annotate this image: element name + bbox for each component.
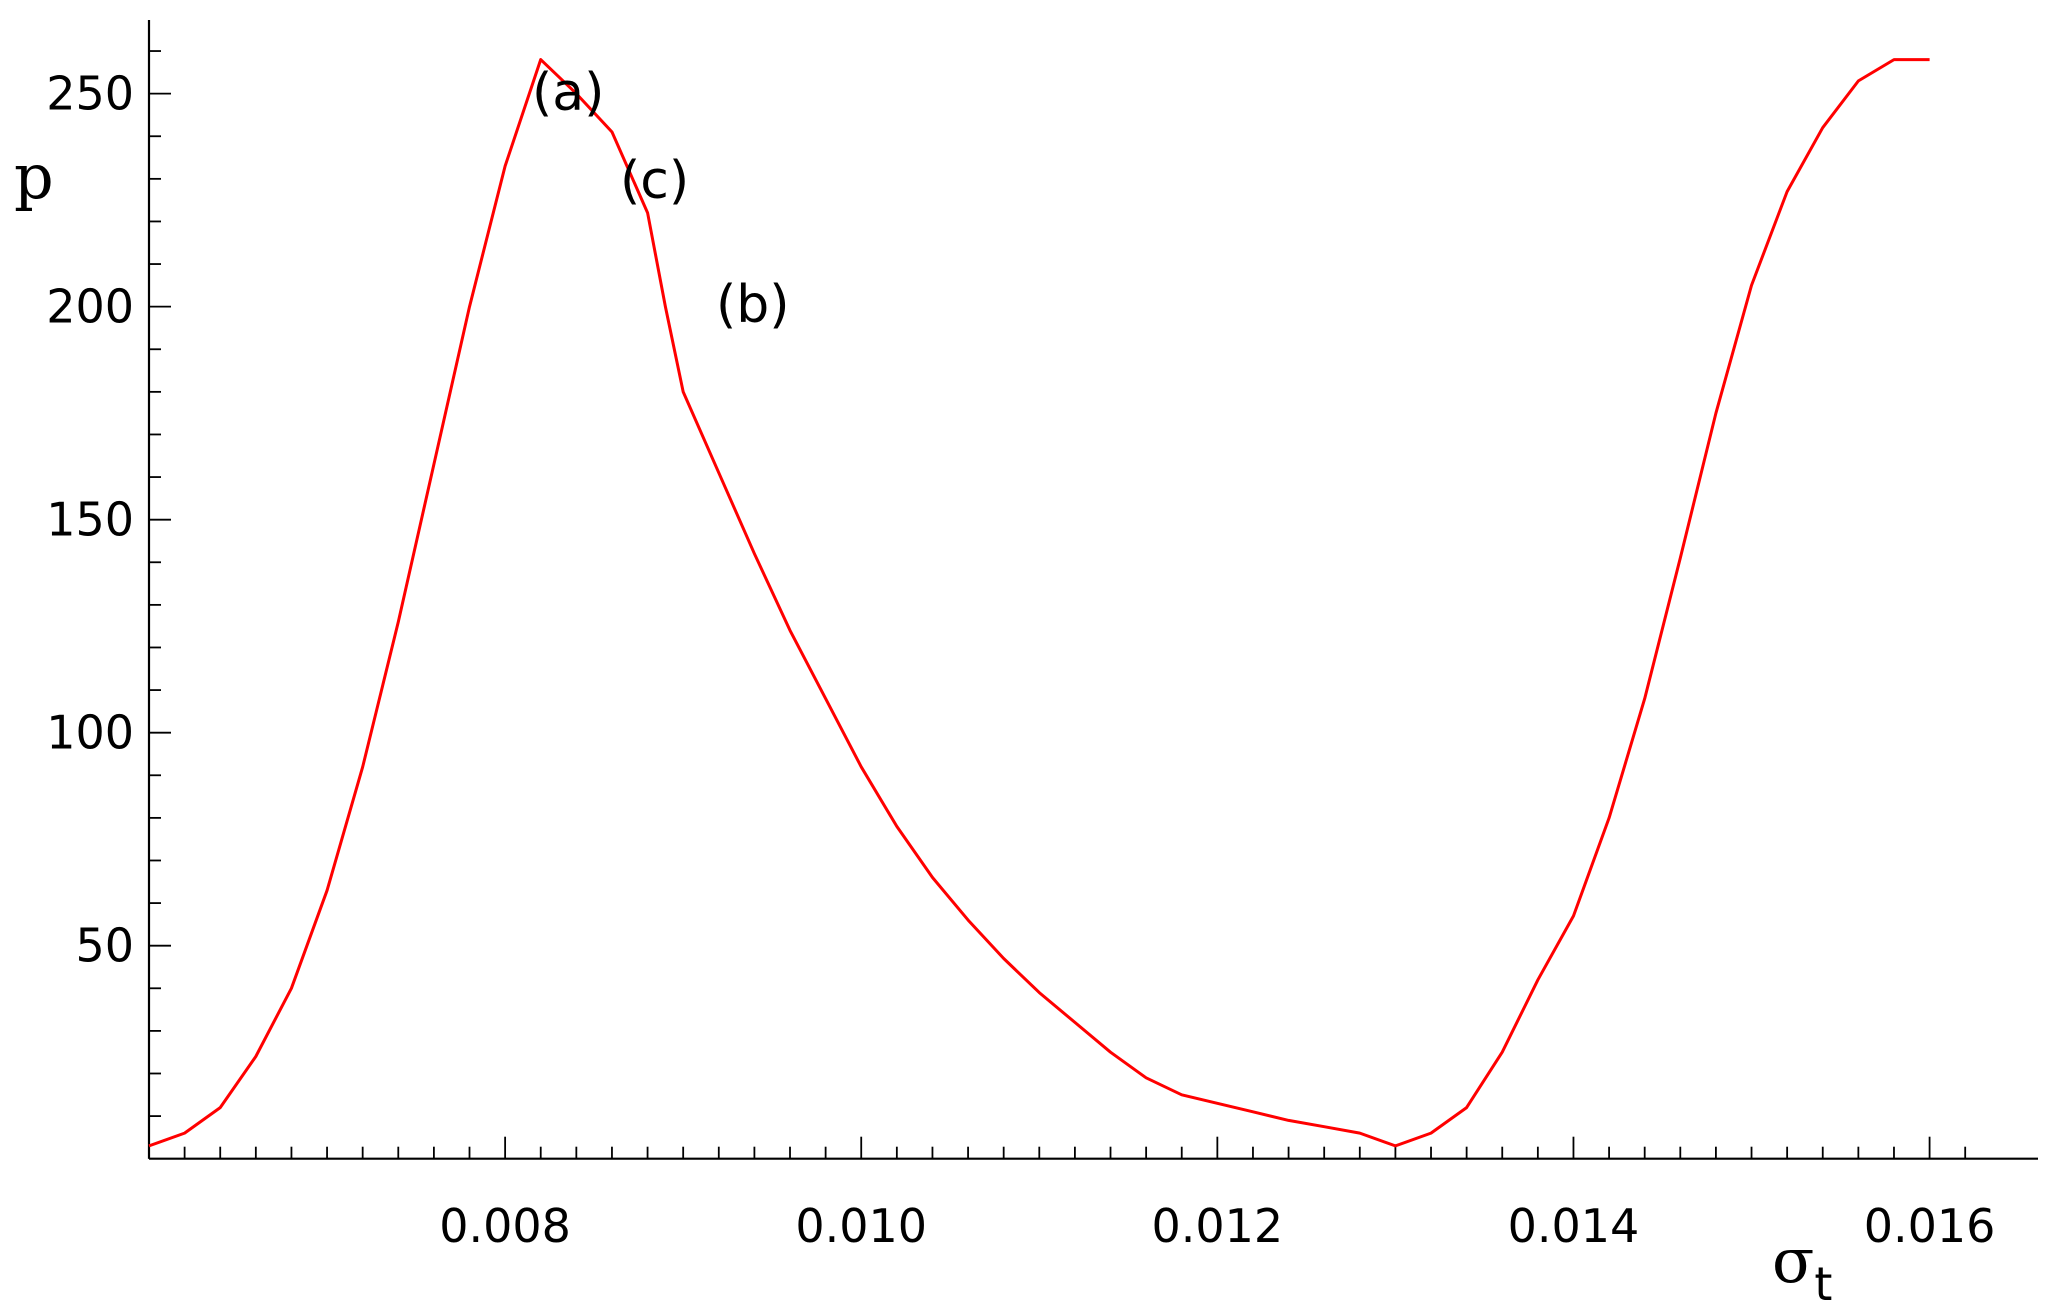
axes: 0.008 0.010 0.012 0.014 0.016 50 100 150 200 250 bbox=[46, 20, 2038, 1253]
curve-label-a: (a) bbox=[532, 63, 604, 123]
curve-label-b: (b) bbox=[716, 275, 790, 335]
x-tick-label: 0.010 bbox=[795, 1199, 927, 1253]
series-line-a bbox=[148, 58, 1930, 1148]
x-axis-label: σt bbox=[1772, 1224, 1832, 1300]
y-tick-label: 100 bbox=[46, 706, 134, 760]
curve-label-c: (c) bbox=[620, 151, 689, 211]
y-tick-label: 250 bbox=[46, 67, 134, 121]
series-lines bbox=[148, 58, 1930, 1148]
x-axis-label-sub: t bbox=[1814, 1257, 1832, 1300]
x-tick-label: 0.008 bbox=[439, 1199, 571, 1253]
x-axis-label-main: σ bbox=[1772, 1224, 1814, 1297]
x-tick-label: 0.016 bbox=[1864, 1199, 1996, 1253]
x-tick-label: 0.014 bbox=[1508, 1199, 1640, 1253]
y-tick-label: 150 bbox=[46, 493, 134, 547]
y-tick-label: 50 bbox=[75, 919, 134, 973]
y-axis-label: p bbox=[14, 140, 54, 213]
curve-labels: (a) (c) (b) bbox=[532, 63, 790, 335]
y-tick-label: 200 bbox=[46, 280, 134, 334]
x-tick-label: 0.012 bbox=[1151, 1199, 1283, 1253]
